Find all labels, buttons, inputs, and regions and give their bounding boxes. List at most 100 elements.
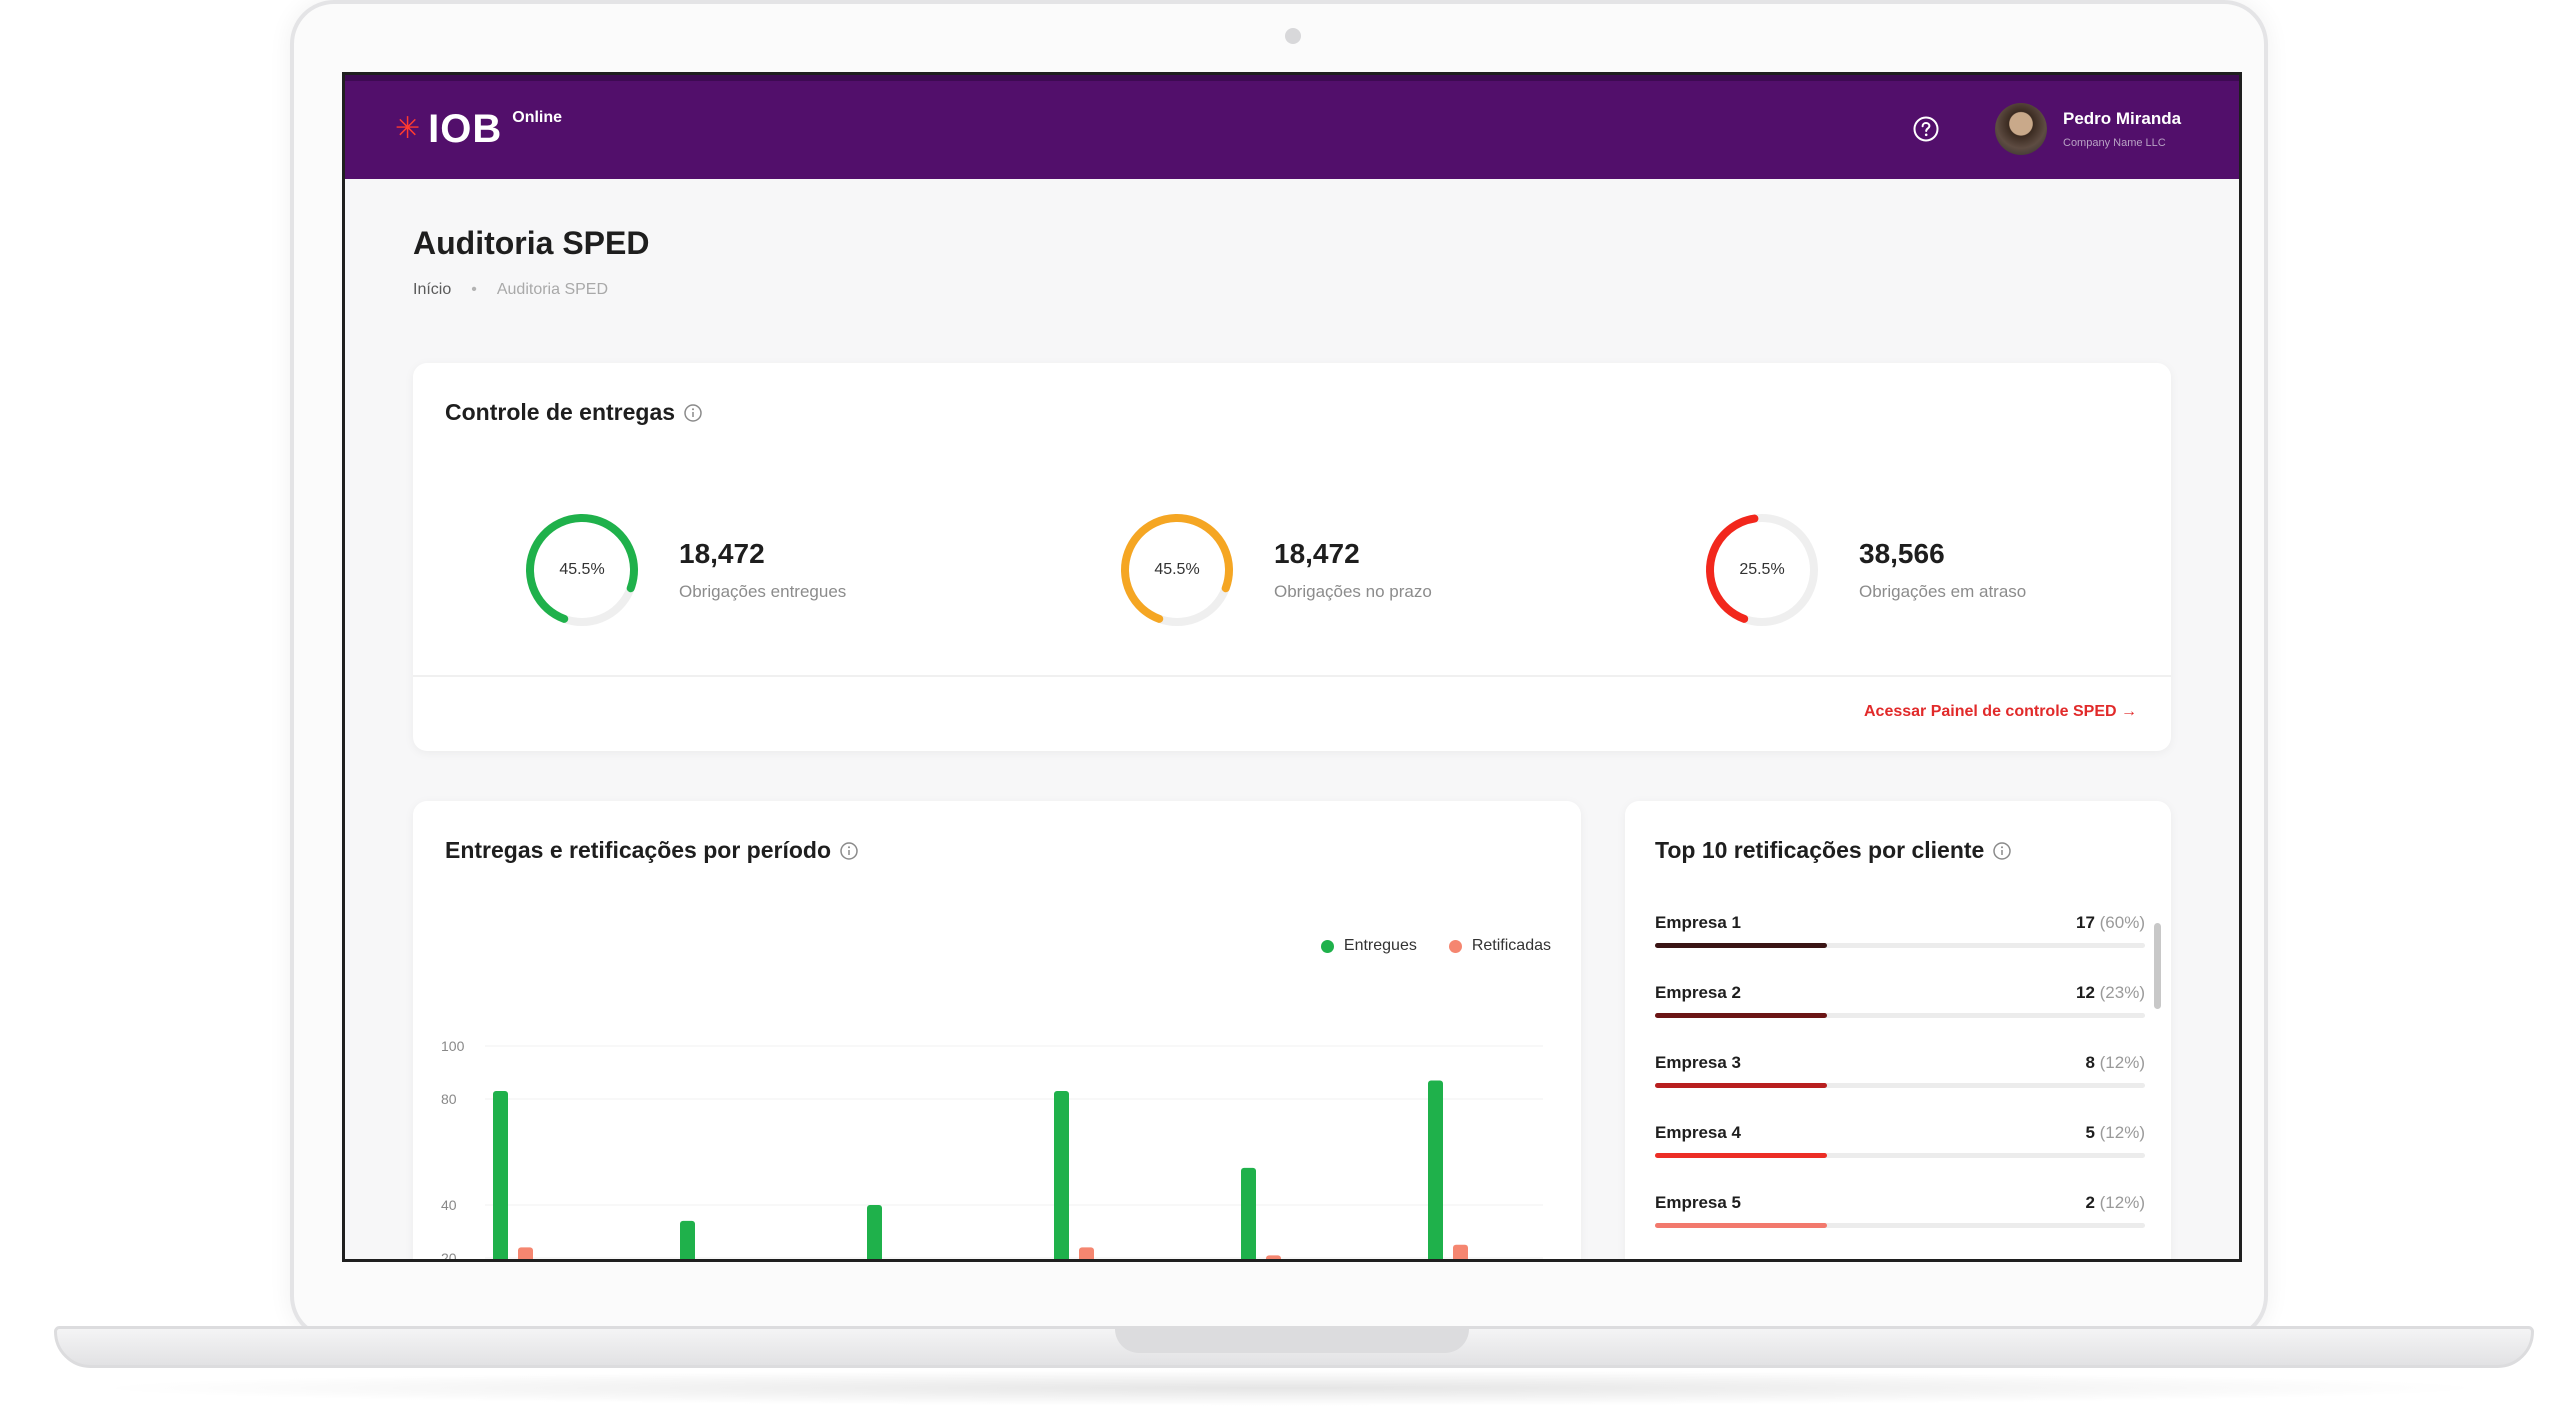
brand-star-icon: ✳ — [395, 112, 421, 145]
period-chart-title: Entregas e retificações por período — [445, 837, 832, 863]
laptop-camera — [1285, 28, 1301, 44]
client-count: 12 — [2075, 983, 2095, 1002]
y-tick-label: 40 — [441, 1197, 457, 1213]
ranking-track — [1655, 1013, 2145, 1018]
laptop-shadow — [80, 1370, 2500, 1406]
legend-dot — [1448, 939, 1462, 953]
breadcrumb: Início • Auditoria SPED — [413, 281, 608, 299]
bar-retificadas[interactable] — [1266, 1255, 1281, 1259]
client-count: 8 — [2085, 1053, 2095, 1072]
ranking-row[interactable]: Empresa 3 8 (12%) — [1655, 1053, 2145, 1088]
bar-entregues[interactable] — [1054, 1091, 1069, 1259]
breadcrumb-separator: • — [471, 281, 477, 298]
progress-ring — [1706, 514, 1818, 626]
ranking-row[interactable]: Empresa 4 5 (12%) — [1655, 1123, 2145, 1158]
kpi-late: 25.5% 38,566 Obrigações em atraso — [1703, 511, 2026, 629]
ranking-track — [1655, 943, 2145, 948]
ranking-track — [1655, 1083, 2145, 1088]
ring-percent: 45.5% — [1154, 561, 1200, 578]
legend-item-entregues[interactable]: Entregues — [1320, 937, 1417, 955]
header-accent — [345, 75, 2239, 81]
ranking-scrollbar[interactable] — [2154, 923, 2161, 1009]
ranking-track — [1655, 1153, 2145, 1158]
y-tick-label: 100 — [441, 1038, 465, 1054]
kpi-label: Obrigações no prazo — [1274, 582, 1432, 601]
sped-panel-link[interactable]: Acessar Painel de controle SPED → — [1864, 703, 2137, 720]
progress-ring — [526, 514, 638, 626]
bar-entregues[interactable] — [1241, 1167, 1256, 1259]
kpi-on-time: 45.5% 18,472 Obrigações no prazo — [1118, 511, 1432, 629]
legend-dot — [1320, 939, 1334, 953]
bar-entregues[interactable] — [867, 1205, 882, 1259]
delivery-control-card: Controle de entregas 45.5% 18,472 Obriga… — [413, 363, 2171, 751]
top10-card: Top 10 retificações por cliente Empresa … — [1625, 801, 2171, 1259]
delivery-control-title: Controle de entregas — [445, 399, 676, 425]
info-icon[interactable] — [683, 403, 703, 423]
client-percent: (12%) — [2099, 1193, 2145, 1212]
bar-entregues[interactable] — [680, 1220, 695, 1259]
client-name: Empresa 5 — [1655, 1193, 1741, 1212]
client-count: 17 — [2075, 913, 2095, 932]
app-header: ✳ IOB Online Pedro Miranda Company Name … — [345, 75, 2239, 179]
ranking-row[interactable]: Empresa 1 17 (60%) — [1655, 913, 2145, 948]
info-icon[interactable] — [1992, 841, 2012, 861]
client-value: 8 (12%) — [2085, 1053, 2145, 1073]
client-count: 2 — [2085, 1193, 2095, 1212]
ranking-fill — [1655, 1013, 1827, 1018]
brand-subtitle: Online — [512, 109, 563, 126]
breadcrumb-home[interactable]: Início — [413, 281, 452, 298]
kpi-delivered: 45.5% 18,472 Obrigações entregues — [523, 511, 846, 629]
bar-retificadas[interactable] — [1453, 1244, 1468, 1259]
client-percent: (12%) — [2099, 1053, 2145, 1072]
kpi-value: 18,472 — [1274, 538, 1360, 569]
brand-name: IOB — [428, 107, 503, 151]
help-icon[interactable] — [1912, 115, 1940, 143]
brand-logo[interactable]: ✳ IOB Online — [395, 109, 562, 149]
client-percent: (23%) — [2099, 983, 2145, 1002]
ranking-fill — [1655, 1083, 1827, 1088]
user-name[interactable]: Pedro Miranda — [2063, 109, 2182, 128]
client-value: 5 (12%) — [2085, 1123, 2145, 1143]
page-title: Auditoria SPED — [413, 225, 650, 261]
top10-title: Top 10 retificações por cliente — [1655, 837, 1985, 863]
bar-retificadas[interactable] — [1079, 1247, 1094, 1259]
kpi-label: Obrigações entregues — [679, 582, 847, 601]
client-value: 2 (12%) — [2085, 1193, 2145, 1213]
client-name: Empresa 3 — [1655, 1053, 1741, 1072]
ranking-track — [1655, 1223, 2145, 1228]
ring-progress — [1121, 514, 1233, 626]
breadcrumb-current: Auditoria SPED — [496, 281, 609, 298]
bar-retificadas[interactable] — [518, 1247, 533, 1259]
ranking-row[interactable]: Empresa 5 2 (12%) — [1655, 1193, 2145, 1228]
ranking-row[interactable]: Empresa 2 12 (23%) — [1655, 983, 2145, 1018]
laptop-screen: ✳ IOB Online Pedro Miranda Company Name … — [342, 72, 2242, 1262]
chart-legend: Entregues Retificadas — [1320, 937, 1551, 955]
client-percent: (12%) — [2099, 1123, 2145, 1142]
bar-entregues[interactable] — [1428, 1080, 1443, 1259]
ranking-fill — [1655, 1153, 1827, 1158]
period-chart-card: Entregas e retificações por período Entr… — [413, 801, 1581, 1259]
ranking-fill — [1655, 1223, 1827, 1228]
kpi-value: 38,566 — [1859, 538, 1945, 569]
info-icon[interactable] — [839, 841, 859, 861]
ring-progress — [1706, 514, 1818, 626]
card-title: Controle de entregas — [445, 399, 703, 426]
bar-entregues[interactable] — [493, 1091, 508, 1259]
client-name: Empresa 2 — [1655, 983, 1741, 1002]
client-percent: (60%) — [2099, 913, 2145, 932]
card-divider — [413, 675, 2171, 677]
legend-label: Entregues — [1343, 937, 1417, 954]
y-tick-label: 80 — [441, 1091, 457, 1107]
laptop-base-notch — [1115, 1329, 1469, 1353]
bar-chart: 100 80 40 20 — [441, 1038, 1543, 1259]
user-avatar[interactable] — [1995, 103, 2047, 155]
app-window: ✳ IOB Online Pedro Miranda Company Name … — [345, 75, 2239, 1259]
client-name: Empresa 4 — [1655, 1123, 1741, 1142]
y-tick-label: 20 — [441, 1250, 457, 1259]
card-title: Entregas e retificações por período — [445, 837, 859, 864]
legend-item-retificadas[interactable]: Retificadas — [1448, 937, 1551, 955]
ranking-list: Empresa 1 17 (60%) Empresa 2 12 (23%) Em… — [1625, 801, 2171, 1259]
ring-percent: 45.5% — [559, 561, 605, 578]
client-name: Empresa 1 — [1655, 913, 1741, 932]
ranking-fill — [1655, 943, 1827, 948]
